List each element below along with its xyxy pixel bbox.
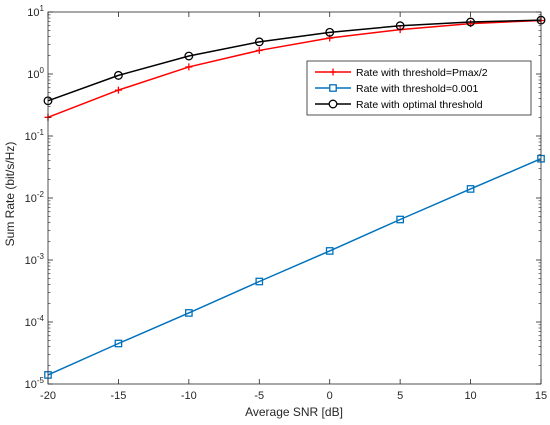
x-tick-label: 5 [397,390,403,402]
x-tick-label: 0 [327,390,333,402]
legend-marker-circle [328,99,338,109]
data-point-square [325,247,334,255]
legend-label-1: Rate with threshold=Pmax/2 [356,67,488,79]
legend-label-3: Rate with optimal threshold [356,99,483,111]
data-point-circle [254,37,264,47]
data-point-square [255,277,264,286]
y-tick-label: 10-4 [25,314,45,329]
y-tick-label: 10-2 [25,190,45,205]
y-tick-label: 10-5 [25,376,45,391]
data-point-square [466,185,475,193]
data-point-circle [184,51,194,61]
data-point-circle [395,21,405,31]
data-point-plus [185,63,193,71]
data-point-square [185,309,193,317]
data-point-plus [114,86,122,94]
x-tick-label: 10 [464,390,476,402]
y-tick-label: 10-1 [25,128,45,143]
series-line-3 [47,19,542,102]
legend-marker-square [329,84,337,92]
series-line-1 [47,19,542,119]
series-line-2 [47,158,542,376]
data-point-plus [255,46,263,54]
y-tick-label: 101 [27,4,44,19]
legend-label-2: Rate with threshold=0.001 [356,83,478,95]
data-point-square [114,339,123,348]
legend: Rate with threshold=Pmax/2 Rate with thre… [306,60,532,116]
y-tick-label: 10-3 [25,252,45,267]
x-tick-label: -5 [254,390,264,402]
x-tick-label: -15 [110,390,126,402]
x-tick-label: 15 [535,390,547,402]
data-point-square [396,215,404,224]
x-tick-label: -10 [181,390,197,402]
y-axis-label: Sum Rate (bit/s/Hz) [3,142,17,247]
data-point-circle [113,70,123,80]
x-axis-label: Average SNR [dB] [245,405,343,419]
data-point-circle [466,17,476,27]
legend-marker-plus [329,68,337,76]
x-tick-label: -20 [40,390,56,402]
data-point-circle [325,27,335,37]
y-tick-label: 100 [27,66,44,81]
